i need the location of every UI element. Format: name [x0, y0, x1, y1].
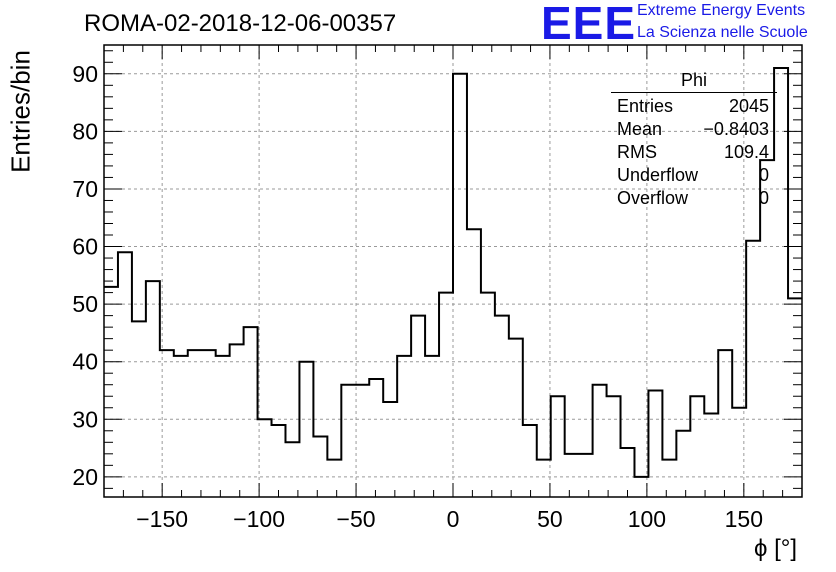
stats-label: Overflow	[617, 188, 689, 208]
stats-row: Entries 2045	[611, 95, 777, 118]
stats-row: Overflow 0	[611, 187, 777, 210]
x-tick-label: −50	[337, 506, 376, 532]
y-tick-label: 90	[72, 61, 98, 87]
stats-value: 0	[758, 188, 769, 208]
y-tick-label: 70	[72, 176, 98, 202]
stats-row: RMS 109.4	[611, 141, 777, 164]
x-axis-label: ϕ [°]	[754, 535, 798, 562]
stats-label: RMS	[617, 142, 657, 162]
stats-label: Underflow	[617, 165, 699, 185]
x-tick-label: 150	[725, 506, 763, 532]
chart-title: ROMA-02-2018-12-06-00357	[84, 10, 397, 37]
stats-label: Mean	[617, 119, 663, 139]
stats-value: 2045	[728, 96, 769, 116]
logo-text-line2: La Scienza nelle Scuole	[637, 24, 808, 41]
x-tick-label: 50	[537, 506, 563, 532]
x-tick-label: 100	[628, 506, 666, 532]
stats-box: Phi Entries 2045 Mean −0.8403 RMS 109.4 …	[611, 70, 777, 210]
x-tick-label: −150	[136, 506, 188, 532]
stats-value: 109.4	[723, 142, 769, 162]
stats-row: Underflow 0	[611, 164, 777, 187]
y-tick-label: 80	[72, 118, 98, 144]
logo-text-line1: Extreme Energy Events	[637, 2, 806, 19]
y-tick-label: 60	[72, 234, 98, 260]
stats-label: Entries	[617, 96, 674, 116]
tick-labels: −150 −100 −50 0 50 100 150 20 30 40 50 60 70 80 90	[72, 61, 763, 532]
stats-row: Mean −0.8403	[611, 118, 777, 141]
axis-ticks	[103, 45, 803, 497]
y-tick-label: 30	[72, 406, 98, 432]
stats-value: −0.8403	[703, 119, 769, 139]
y-tick-label: 40	[72, 349, 98, 375]
x-tick-label: −100	[233, 506, 285, 532]
histogram-series	[104, 67, 802, 478]
y-tick-label: 50	[72, 291, 98, 317]
stats-title: Phi	[611, 70, 777, 93]
y-tick-label: 20	[72, 464, 98, 490]
stats-value: 0	[758, 165, 769, 185]
y-axis-label: Entries/bin	[5, 50, 36, 173]
eee-logo: EEE	[541, 0, 637, 49]
x-tick-label: 0	[447, 506, 460, 532]
